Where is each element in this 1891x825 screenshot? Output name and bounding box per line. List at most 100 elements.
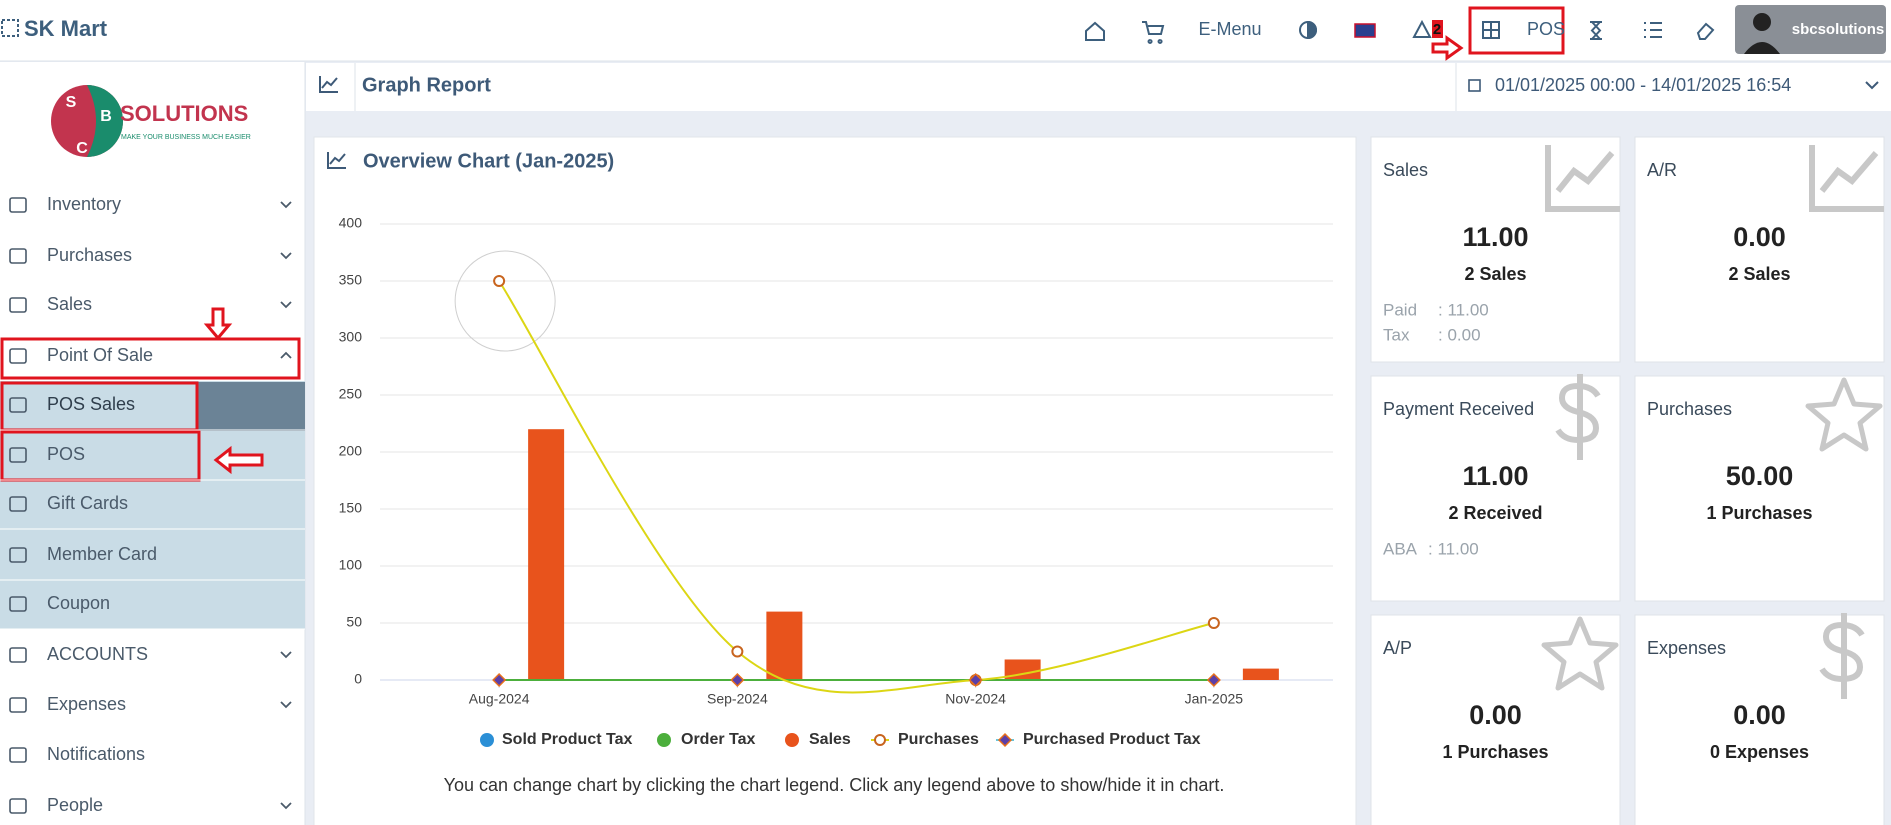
point bbox=[968, 672, 983, 688]
menu-icon bbox=[9, 248, 27, 264]
menu-icon bbox=[9, 798, 27, 814]
point bbox=[492, 672, 507, 688]
logo-letter: B bbox=[100, 108, 112, 125]
dropdown-arrow[interactable] bbox=[1865, 81, 1879, 90]
avatar-body bbox=[1744, 42, 1780, 54]
menu-item[interactable]: Notifications bbox=[47, 744, 145, 764]
menu-item[interactable]: POS bbox=[47, 444, 85, 464]
hourglass-icon[interactable] bbox=[1590, 21, 1602, 40]
menu-icon bbox=[9, 397, 27, 413]
chart-note: You can change chart by clicking the cha… bbox=[444, 775, 1225, 795]
alert-icon[interactable] bbox=[1412, 19, 1432, 38]
y-tick-label: 50 bbox=[346, 614, 362, 630]
card-icon bbox=[1819, 613, 1865, 699]
chevron bbox=[280, 252, 292, 260]
top-bar bbox=[0, 0, 1891, 61]
bar bbox=[1242, 668, 1279, 680]
active-row bbox=[198, 382, 305, 431]
legend-label[interactable]: Sales bbox=[809, 731, 851, 748]
card-icon bbox=[1541, 616, 1619, 691]
x-tick-label: Nov-2024 bbox=[945, 691, 1006, 707]
card-value: 0.00 bbox=[1733, 222, 1786, 252]
menu-icon bbox=[9, 647, 27, 663]
menu-item[interactable]: Point Of Sale bbox=[47, 345, 153, 365]
point bbox=[1206, 672, 1221, 688]
menu-item[interactable]: People bbox=[47, 795, 103, 815]
header-icons bbox=[1, 6, 1715, 55]
menu-item[interactable]: Sales bbox=[47, 294, 92, 314]
legend-label[interactable]: Order Tax bbox=[681, 731, 756, 748]
user-box[interactable] bbox=[1735, 5, 1886, 54]
chart-card bbox=[313, 136, 1357, 825]
y-tick-label: 200 bbox=[339, 443, 363, 459]
eraser-icon[interactable] bbox=[1696, 22, 1715, 40]
hover-halo bbox=[454, 250, 556, 352]
apps-icon[interactable] bbox=[1, 19, 19, 37]
stat-card bbox=[1370, 614, 1621, 825]
card-value: 50.00 bbox=[1726, 461, 1794, 491]
x-tick-label: Aug-2024 bbox=[469, 691, 530, 707]
menu-item[interactable]: Coupon bbox=[47, 593, 110, 613]
card-subtitle: 1 Purchases bbox=[1442, 742, 1548, 762]
menu-item[interactable]: Inventory bbox=[47, 194, 121, 214]
y-tick-label: 300 bbox=[339, 329, 363, 345]
date-range[interactable]: 01/01/2025 00:00 - 14/01/2025 16:54 bbox=[1495, 75, 1791, 95]
chevron bbox=[280, 301, 292, 309]
avatar-head bbox=[1753, 13, 1771, 31]
home-icon[interactable] bbox=[1085, 21, 1105, 41]
menu-item[interactable]: Gift Cards bbox=[47, 493, 128, 513]
legend-marker bbox=[874, 734, 886, 746]
menu-item[interactable]: POS Sales bbox=[47, 394, 135, 414]
legend-marker bbox=[997, 732, 1013, 748]
pos-icon-cross bbox=[1483, 22, 1499, 38]
legend-label[interactable]: Sold Product Tax bbox=[502, 731, 632, 748]
legend-label[interactable]: Purchased Product Tax bbox=[1023, 731, 1201, 748]
detail-label: Tax bbox=[1383, 325, 1410, 344]
menu-item[interactable]: ACCOUNTS bbox=[47, 644, 148, 664]
chart-icon bbox=[319, 76, 338, 93]
user-name: sbcsolutions bbox=[1792, 21, 1885, 38]
nav-link[interactable]: E-Menu bbox=[1198, 19, 1261, 39]
card-title: Purchases bbox=[1647, 399, 1732, 419]
card-title: A/R bbox=[1647, 160, 1677, 180]
chart-icon bbox=[327, 152, 346, 169]
bar bbox=[766, 611, 803, 680]
chart-title: Overview Chart (Jan-2025) bbox=[363, 150, 614, 172]
y-tick-label: 400 bbox=[339, 215, 363, 231]
detail-value: : 11.00 bbox=[1438, 300, 1489, 319]
legend-marker bbox=[657, 733, 671, 747]
logo-letter: C bbox=[76, 140, 88, 157]
y-tick-label: 250 bbox=[339, 386, 363, 402]
nav-link[interactable]: POS bbox=[1527, 19, 1565, 39]
menu-icon bbox=[9, 747, 27, 763]
cart-icon[interactable] bbox=[1142, 21, 1165, 44]
chevron bbox=[280, 651, 292, 659]
flag-icon[interactable] bbox=[1354, 23, 1376, 38]
card-title: Payment Received bbox=[1383, 399, 1534, 419]
legend-label[interactable]: Purchases bbox=[898, 731, 979, 748]
card-title: A/P bbox=[1383, 638, 1412, 658]
menu-icon bbox=[9, 197, 27, 213]
legend-marker bbox=[480, 733, 494, 747]
chevron bbox=[280, 701, 292, 709]
card-icon bbox=[1805, 377, 1883, 452]
point bbox=[731, 645, 744, 658]
menu-item[interactable]: Expenses bbox=[47, 694, 126, 714]
x-tick-label: Jan-2025 bbox=[1185, 691, 1244, 707]
card-subtitle: 2 Received bbox=[1448, 503, 1542, 523]
list-icon[interactable] bbox=[1644, 22, 1662, 38]
logo-part bbox=[87, 85, 123, 157]
menu-item[interactable]: Member Card bbox=[47, 544, 157, 564]
card-value: 11.00 bbox=[1462, 461, 1528, 491]
badge bbox=[1432, 20, 1443, 38]
menu-icon bbox=[9, 596, 27, 612]
calendar-icon[interactable] bbox=[1468, 79, 1481, 92]
page-title: Graph Report bbox=[362, 74, 491, 96]
y-tick-label: 0 bbox=[354, 671, 362, 687]
detail-label: Paid bbox=[1383, 300, 1417, 319]
menu-item[interactable]: Purchases bbox=[47, 245, 132, 265]
card-value: 0.00 bbox=[1469, 700, 1522, 730]
stat-card bbox=[1634, 375, 1885, 602]
theme-icon-half bbox=[1307, 20, 1317, 40]
